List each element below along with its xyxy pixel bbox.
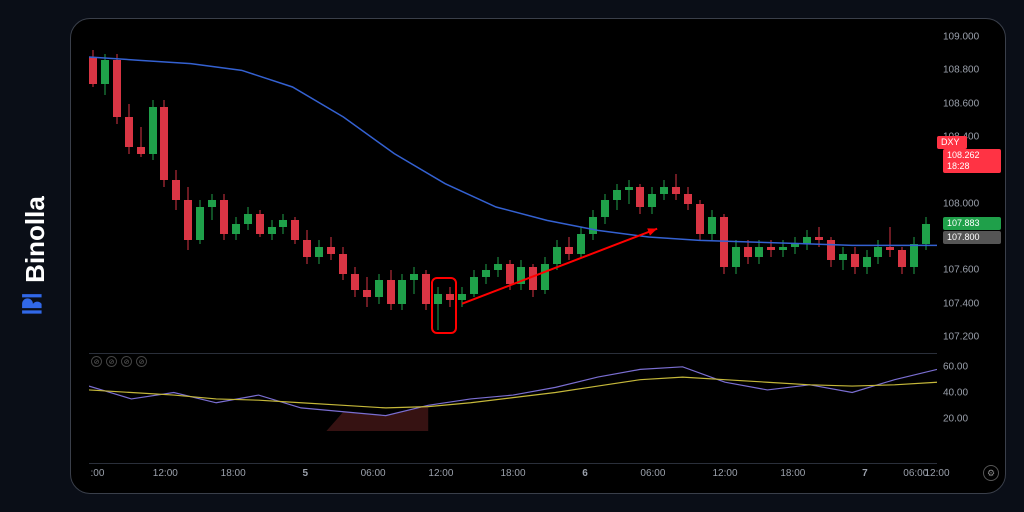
indicator-y-label: 60.00 (943, 362, 993, 373)
indicator-y-label: 20.00 (943, 414, 993, 425)
y-axis-label: 108.000 (943, 198, 993, 209)
time-axis-label: 12:00 (428, 468, 453, 479)
y-axis-label: 107.400 (943, 298, 993, 309)
indicator-chart[interactable]: ⊘ ⊘ ⊘ ⊘ 60.0040.0020.00 (89, 353, 937, 431)
time-axis-label: 5 (302, 468, 308, 479)
price-tag: 107.883 (943, 217, 1001, 230)
indicator-y-label: 40.00 (943, 388, 993, 399)
chart-frame: 109.000108.800108.600108.400108.000107.6… (70, 18, 1006, 494)
time-axis-label: 12:00 (924, 468, 949, 479)
settings-icon[interactable]: ⚙ (983, 465, 999, 481)
main-chart[interactable]: 109.000108.800108.600108.400108.000107.6… (89, 37, 937, 337)
time-axis-label: 06:00 (640, 468, 665, 479)
sidebar: Binolla (0, 0, 70, 512)
price-tag: 107.800 (943, 231, 1001, 244)
y-axis-label: 107.600 (943, 265, 993, 276)
time-axis-label: :00 (91, 468, 105, 479)
y-axis-label: 108.800 (943, 65, 993, 76)
brand-name: Binolla (20, 196, 51, 283)
time-axis-label: 12:00 (712, 468, 737, 479)
symbol-tag: DXY (937, 136, 967, 149)
time-axis-label: 18:00 (221, 468, 246, 479)
time-axis-label: 18:00 (500, 468, 525, 479)
time-axis: :00 12:00 18:00 5 06:00 12:00 18:00 6 06:00 12:00… (89, 463, 937, 483)
brand-icon (19, 290, 52, 316)
y-axis-label: 107.200 (943, 332, 993, 343)
y-axis-label: 109.000 (943, 32, 993, 43)
time-axis-label: 12:00 (153, 468, 178, 479)
brand: Binolla (19, 196, 52, 317)
y-axis-label: 108.600 (943, 98, 993, 109)
time-axis-label: 7 (862, 468, 868, 479)
time-axis-label: 18:00 (780, 468, 805, 479)
price-tag: 108.26218:28 (943, 149, 1001, 173)
time-axis-label: 06:00 (361, 468, 386, 479)
time-axis-label: 6 (582, 468, 588, 479)
